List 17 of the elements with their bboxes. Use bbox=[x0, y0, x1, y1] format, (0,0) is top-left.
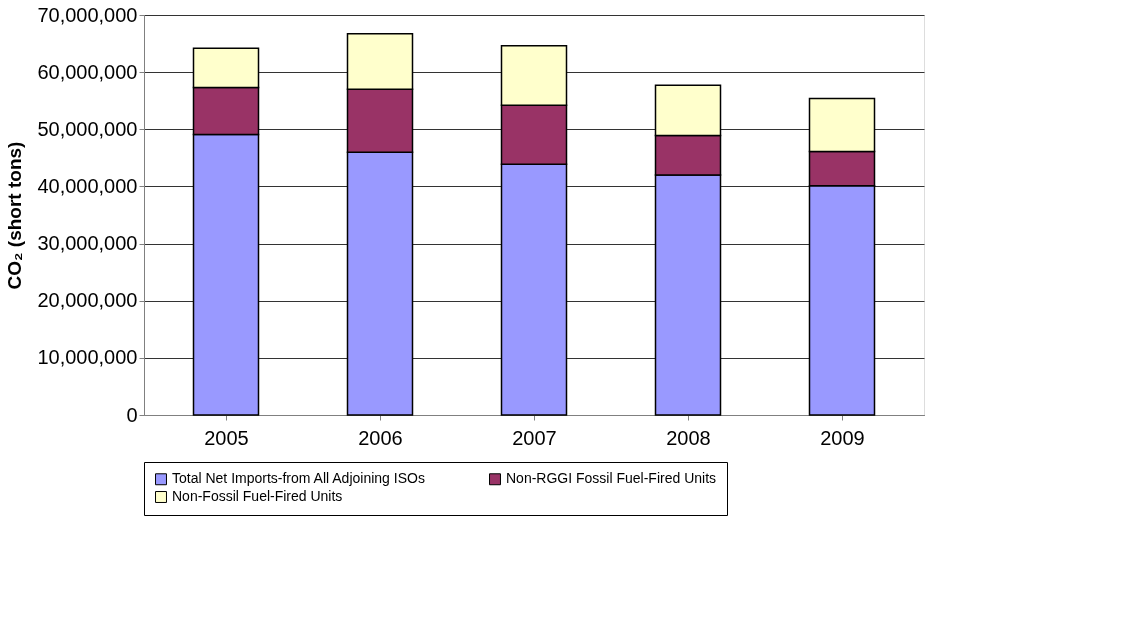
y-tick-label: 10,000,000 bbox=[37, 346, 138, 369]
y-tick-label: 70,000,000 bbox=[37, 3, 138, 26]
legend-label: Total Net Imports-from All Adjoining ISOs bbox=[172, 470, 425, 487]
y-tick-label: 60,000,000 bbox=[37, 60, 138, 83]
x-tick-label: 2006 bbox=[358, 426, 403, 449]
x-tick-label: 2005 bbox=[204, 426, 249, 449]
y-tick-label: 40,000,000 bbox=[37, 174, 138, 197]
y-tick-label: 0 bbox=[126, 403, 138, 426]
y-tick-label: 30,000,000 bbox=[37, 232, 138, 255]
x-tick-label: 2008 bbox=[666, 426, 711, 449]
y-axis-title: CO₂ (short tons) bbox=[4, 141, 26, 290]
y-tick-label: 50,000,000 bbox=[37, 117, 138, 140]
legend-label: Non-Fossil Fuel-Fired Units bbox=[172, 488, 343, 504]
legend-label: Non-RGGI Fossil Fuel-Fired Units bbox=[506, 470, 717, 487]
y-tick-label: 20,000,000 bbox=[37, 289, 138, 312]
x-tick-label: 2009 bbox=[820, 426, 865, 449]
x-tick-label: 2007 bbox=[512, 426, 557, 449]
